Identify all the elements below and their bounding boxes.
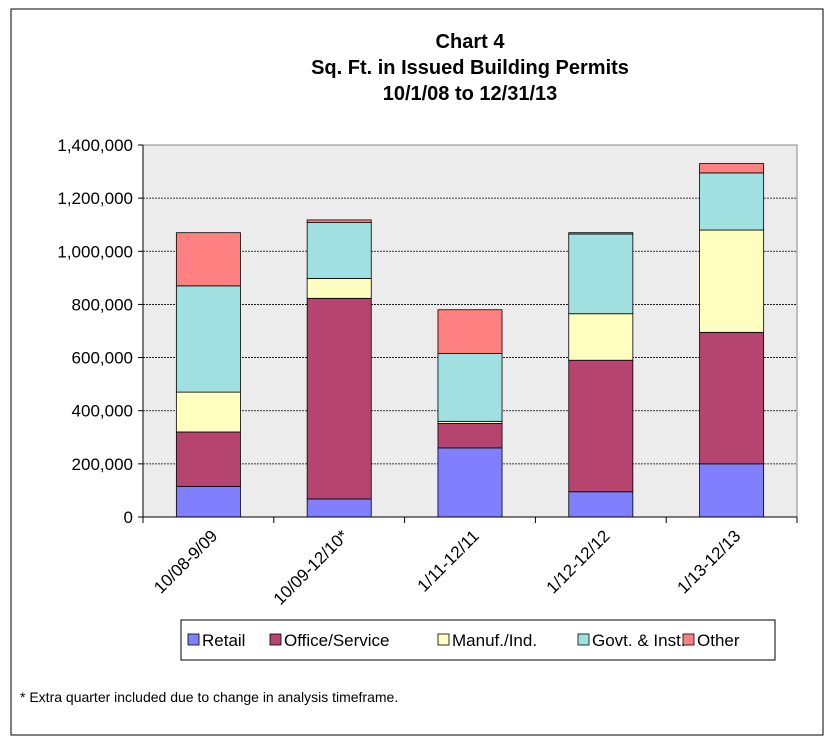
- y-tick-label: 1,000,000: [57, 242, 133, 261]
- chart-subtitle: 10/1/08 to 12/31/13: [383, 83, 558, 105]
- legend-swatch: [187, 633, 200, 646]
- chart-title: Chart 4: [436, 31, 506, 53]
- bar-segment: [568, 232, 634, 235]
- legend-label: Manuf./Ind.: [452, 631, 537, 650]
- bar-segment: [306, 277, 372, 299]
- bar-segment: [175, 232, 241, 287]
- y-tick-label: 800,000: [72, 295, 133, 314]
- bar-segment: [699, 229, 765, 333]
- bar-segment: [175, 431, 241, 487]
- bar-segment: [568, 491, 634, 518]
- bar-segment: [175, 486, 241, 518]
- bar-segment: [437, 309, 503, 354]
- legend-swatch: [682, 633, 695, 646]
- legend-label: Other: [697, 631, 740, 650]
- y-tick-label: 1,400,000: [57, 136, 133, 155]
- legend-label: Retail: [202, 631, 245, 650]
- bar-segment: [699, 463, 765, 518]
- bar-segment: [699, 331, 765, 465]
- bar-segment: [437, 423, 503, 449]
- bar-segment: [568, 359, 634, 493]
- bar-segment: [306, 498, 372, 518]
- bar-segment: [568, 313, 634, 361]
- bar-segment: [437, 353, 503, 422]
- bar-segment: [699, 163, 765, 174]
- y-tick-label: 200,000: [72, 455, 133, 474]
- legend-label: Govt. & Inst.: [592, 631, 686, 650]
- bar-segment: [175, 285, 241, 393]
- y-tick-label: 600,000: [72, 349, 133, 368]
- y-tick-label: 400,000: [72, 402, 133, 421]
- bar-segment: [306, 222, 372, 279]
- bar-segment: [568, 233, 634, 315]
- bar-segment: [175, 391, 241, 433]
- bar-segment: [306, 219, 372, 223]
- footnote: * Extra quarter included due to change i…: [20, 689, 398, 705]
- y-tick-label: 0: [124, 508, 133, 527]
- chart-subtitle: Sq. Ft. in Issued Building Permits: [311, 57, 629, 79]
- legend-swatch: [437, 633, 450, 646]
- bar-segment: [699, 172, 765, 231]
- legend-swatch: [269, 633, 282, 646]
- legend-swatch: [577, 633, 590, 646]
- y-tick-label: 1,200,000: [57, 189, 133, 208]
- bar-segment: [437, 447, 503, 518]
- bar-segment: [306, 297, 372, 500]
- legend-label: Office/Service: [284, 631, 390, 650]
